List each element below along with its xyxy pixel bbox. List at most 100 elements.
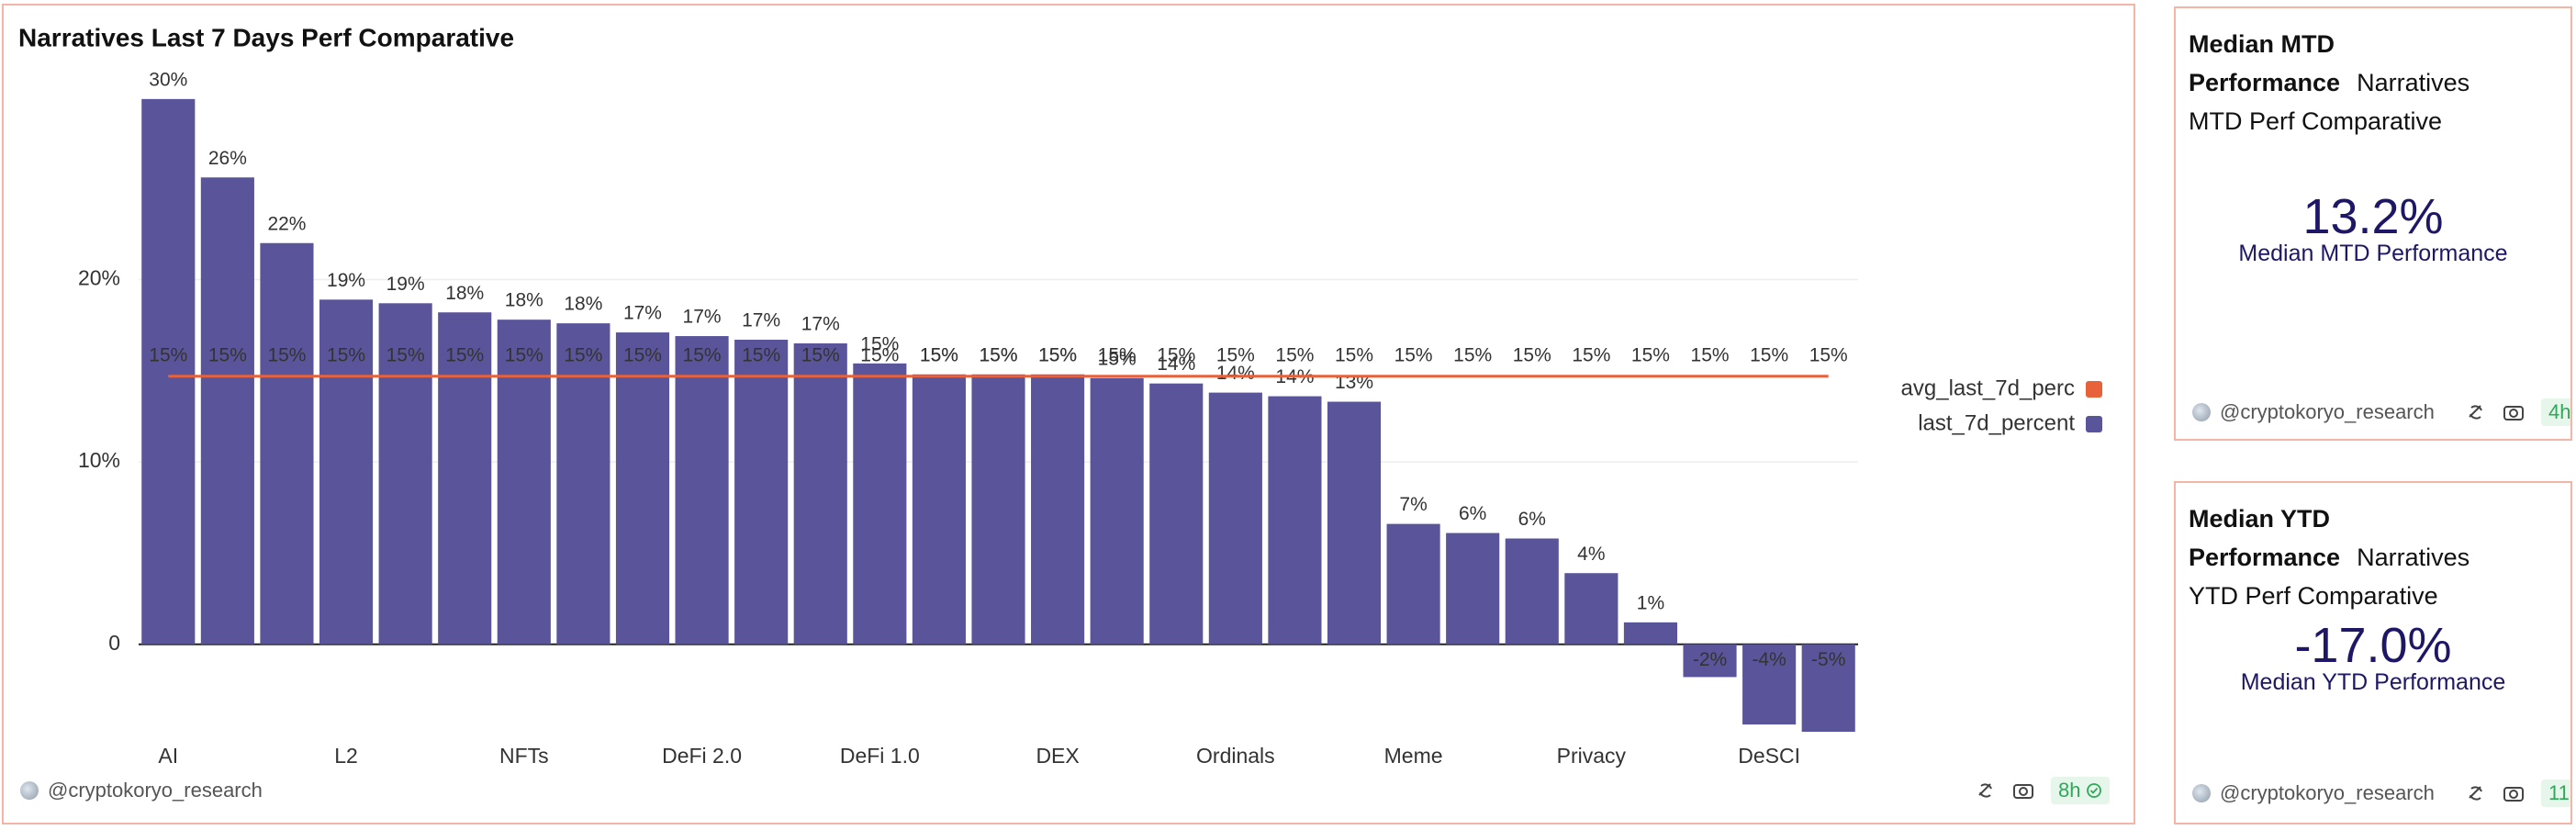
data-label: 15% bbox=[1453, 344, 1492, 365]
y-tick-label: 20% bbox=[78, 266, 120, 290]
data-label: 17% bbox=[623, 303, 662, 324]
data-label: 15% bbox=[860, 344, 899, 365]
x-tick-label: Privacy bbox=[1557, 744, 1627, 768]
age: 4h bbox=[2548, 400, 2571, 423]
counter-label: Median MTD Performance bbox=[2238, 241, 2508, 266]
data-label: 14% bbox=[1216, 363, 1255, 384]
data-label: 15% bbox=[1098, 348, 1137, 369]
bar bbox=[615, 332, 670, 645]
data-label: 1% bbox=[1637, 592, 1664, 613]
author: @cryptokoryo_research bbox=[2220, 781, 2435, 804]
footer-icons: 11h bbox=[2466, 780, 2570, 807]
data-label: 15% bbox=[860, 333, 899, 354]
data-label: 30% bbox=[149, 69, 187, 90]
data-label: 17% bbox=[683, 307, 722, 328]
x-tick-label: DEX bbox=[1036, 744, 1079, 768]
counter-label: Median YTD Performance bbox=[2240, 669, 2506, 695]
data-label: 15% bbox=[1394, 344, 1433, 365]
camera-icon[interactable] bbox=[2503, 402, 2525, 422]
camera-icon[interactable] bbox=[2012, 780, 2034, 801]
refresh-icon[interactable] bbox=[2466, 402, 2486, 422]
bar bbox=[1801, 644, 1855, 733]
bar bbox=[378, 303, 432, 645]
data-label: 15% bbox=[979, 344, 1017, 365]
counter-subtitle: Narratives MTD Perf Comparative bbox=[2189, 69, 2470, 135]
data-label: 15% bbox=[445, 344, 484, 365]
author: @cryptokoryo_research bbox=[48, 779, 263, 802]
bar bbox=[1683, 644, 1737, 678]
bar bbox=[497, 320, 551, 645]
data-label: 15% bbox=[1157, 344, 1195, 365]
x-tick-label: DeFi 1.0 bbox=[840, 744, 920, 768]
data-label: 15% bbox=[979, 344, 1017, 365]
bar bbox=[556, 323, 610, 645]
data-label: 18% bbox=[505, 290, 543, 311]
legend-label: avg_last_7d_perc bbox=[1901, 376, 2075, 400]
data-label: 15% bbox=[920, 344, 958, 365]
bar bbox=[912, 374, 966, 645]
bar bbox=[1623, 622, 1678, 645]
data-label: 15% bbox=[801, 344, 840, 365]
bar bbox=[438, 312, 492, 645]
data-label: 14% bbox=[1157, 353, 1195, 375]
bar bbox=[1327, 401, 1382, 645]
data-label: 15% bbox=[920, 344, 958, 365]
data-label: 15% bbox=[1809, 344, 1848, 365]
data-label: 15% bbox=[1572, 344, 1610, 365]
footer-icons: 4h bbox=[2466, 398, 2571, 426]
counter-value: -17.0% bbox=[2294, 618, 2452, 673]
bar bbox=[319, 299, 374, 645]
bar bbox=[1149, 383, 1204, 645]
data-label: 15% bbox=[1691, 344, 1730, 365]
data-label: -4% bbox=[1752, 649, 1786, 670]
bar bbox=[675, 336, 729, 645]
camera-icon[interactable] bbox=[2503, 783, 2525, 803]
data-label: 6% bbox=[1459, 503, 1486, 524]
bar bbox=[853, 363, 907, 645]
data-label: 18% bbox=[445, 283, 484, 304]
bar bbox=[971, 374, 1025, 645]
bar bbox=[1505, 538, 1559, 645]
x-tick-label: Meme bbox=[1384, 744, 1443, 768]
data-label: -5% bbox=[1811, 649, 1845, 670]
data-label: 15% bbox=[1513, 344, 1551, 365]
y-tick-label: 0 bbox=[108, 631, 120, 655]
bar bbox=[793, 342, 847, 645]
bar bbox=[734, 340, 789, 645]
chart-title: Narratives Last 7 Days Perf Comparative bbox=[18, 23, 514, 51]
data-label: 15% bbox=[1275, 344, 1314, 365]
data-label: 26% bbox=[208, 148, 247, 169]
x-tick-label: Ordinals bbox=[1196, 744, 1275, 768]
counter-title: Median YTD Performance bbox=[2189, 505, 2341, 571]
chart: Narratives Last 7 Days Perf Comparative … bbox=[18, 23, 2102, 768]
bar bbox=[1031, 374, 1085, 645]
data-label: 15% bbox=[327, 344, 365, 365]
footer-author: @cryptokoryo_research bbox=[2192, 400, 2435, 424]
data-label: 19% bbox=[386, 274, 425, 295]
data-label: 19% bbox=[327, 270, 365, 291]
x-tick-label: L2 bbox=[334, 744, 358, 768]
refresh-icon[interactable] bbox=[1976, 780, 1996, 801]
data-label: 15% bbox=[149, 344, 187, 365]
bar bbox=[1386, 523, 1440, 645]
author: @cryptokoryo_research bbox=[2220, 400, 2435, 423]
refresh-icon[interactable] bbox=[2466, 783, 2486, 803]
data-label: 15% bbox=[1038, 344, 1077, 365]
data-label: 6% bbox=[1518, 509, 1546, 530]
footer-author: @cryptokoryo_research bbox=[2192, 781, 2435, 805]
legend-swatch bbox=[2086, 416, 2102, 432]
data-label: 22% bbox=[267, 213, 306, 234]
age: 11h bbox=[2548, 781, 2570, 804]
data-label: 15% bbox=[1631, 344, 1670, 365]
data-label: 15% bbox=[505, 344, 543, 365]
x-tick-label: DeFi 2.0 bbox=[662, 744, 742, 768]
data-label: 17% bbox=[742, 310, 780, 331]
data-label: 15% bbox=[208, 344, 247, 365]
age-badge: 8h bbox=[2051, 777, 2111, 804]
data-label: 15% bbox=[1335, 344, 1373, 365]
counter-heading: Median MTD Performance Narratives MTD Per… bbox=[2189, 25, 2505, 140]
data-label: 15% bbox=[1098, 344, 1137, 365]
bar bbox=[1268, 396, 1322, 645]
x-tick-label: AI bbox=[158, 744, 178, 768]
age: 8h bbox=[2058, 779, 2081, 802]
